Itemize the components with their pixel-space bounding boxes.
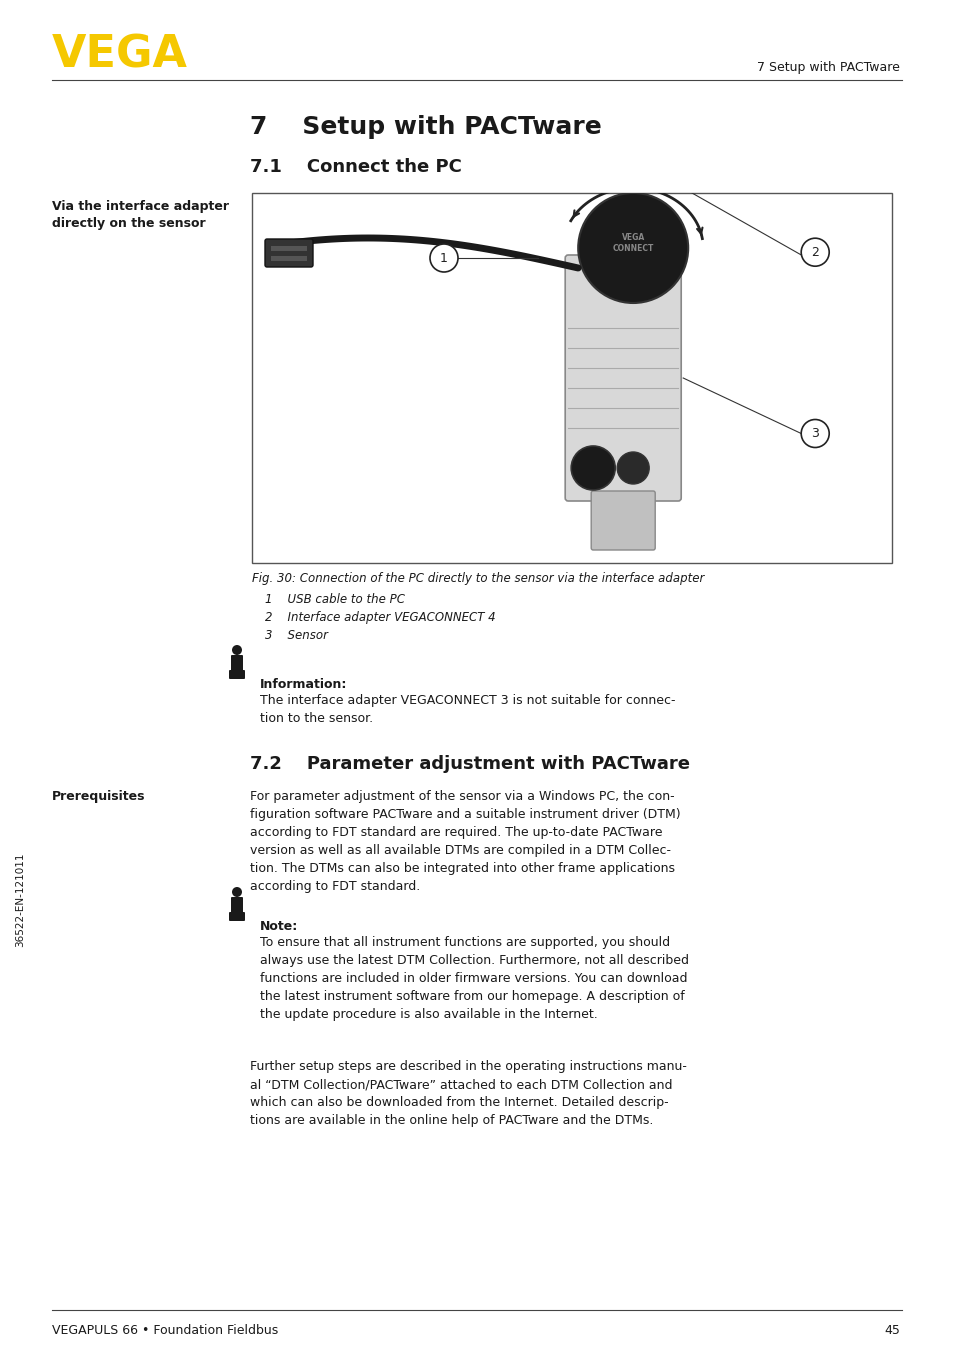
FancyBboxPatch shape bbox=[231, 655, 243, 678]
Bar bbox=[271, 256, 307, 261]
Text: To ensure that all instrument functions are supported, you should
always use the: To ensure that all instrument functions … bbox=[260, 936, 688, 1021]
Circle shape bbox=[232, 645, 242, 655]
FancyBboxPatch shape bbox=[564, 255, 680, 501]
Text: For parameter adjustment of the sensor via a Windows PC, the con-
figuration sof: For parameter adjustment of the sensor v… bbox=[250, 789, 679, 894]
Text: 2    Interface adapter VEGACONNECT 4: 2 Interface adapter VEGACONNECT 4 bbox=[265, 611, 496, 624]
Text: 36522-EN-121011: 36522-EN-121011 bbox=[15, 853, 25, 948]
Text: Information:: Information: bbox=[260, 678, 347, 691]
Text: Further setup steps are described in the operating instructions manu-
al “DTM Co: Further setup steps are described in the… bbox=[250, 1060, 686, 1127]
Circle shape bbox=[232, 887, 242, 896]
Text: directly on the sensor: directly on the sensor bbox=[52, 217, 206, 230]
Text: VEGA: VEGA bbox=[52, 34, 188, 76]
Bar bbox=[271, 246, 307, 250]
Circle shape bbox=[801, 238, 828, 267]
Circle shape bbox=[801, 420, 828, 448]
Text: VEGAPULS 66 • Foundation Fieldbus: VEGAPULS 66 • Foundation Fieldbus bbox=[52, 1323, 278, 1336]
Text: Via the interface adapter: Via the interface adapter bbox=[52, 200, 229, 213]
Text: 3: 3 bbox=[810, 427, 819, 440]
Text: 7.1    Connect the PC: 7.1 Connect the PC bbox=[250, 158, 461, 176]
Text: Note:: Note: bbox=[260, 919, 298, 933]
Text: Prerequisites: Prerequisites bbox=[52, 789, 146, 803]
Text: 45: 45 bbox=[883, 1323, 899, 1336]
Circle shape bbox=[571, 445, 615, 490]
Circle shape bbox=[578, 194, 687, 303]
FancyBboxPatch shape bbox=[591, 492, 655, 550]
Text: 7.2    Parameter adjustment with PACTware: 7.2 Parameter adjustment with PACTware bbox=[250, 756, 689, 773]
FancyBboxPatch shape bbox=[265, 240, 313, 267]
Text: 7    Setup with PACTware: 7 Setup with PACTware bbox=[250, 115, 601, 139]
Text: VEGA
CONNECT: VEGA CONNECT bbox=[612, 233, 653, 253]
Text: The interface adapter VEGACONNECT 3 is not suitable for connec-
tion to the sens: The interface adapter VEGACONNECT 3 is n… bbox=[260, 695, 675, 724]
Text: 2: 2 bbox=[810, 245, 819, 259]
FancyBboxPatch shape bbox=[229, 670, 245, 678]
Text: 1    USB cable to the PC: 1 USB cable to the PC bbox=[265, 593, 405, 607]
Bar bbox=[252, 194, 891, 563]
Text: Fig. 30: Connection of the PC directly to the sensor via the interface adapter: Fig. 30: Connection of the PC directly t… bbox=[252, 571, 703, 585]
Circle shape bbox=[617, 452, 649, 483]
Circle shape bbox=[430, 244, 457, 272]
Text: 7 Setup with PACTware: 7 Setup with PACTware bbox=[757, 61, 899, 74]
Text: 3    Sensor: 3 Sensor bbox=[265, 630, 328, 642]
Polygon shape bbox=[580, 138, 644, 190]
Text: 1: 1 bbox=[439, 252, 448, 264]
FancyBboxPatch shape bbox=[231, 896, 243, 921]
FancyBboxPatch shape bbox=[229, 913, 245, 921]
